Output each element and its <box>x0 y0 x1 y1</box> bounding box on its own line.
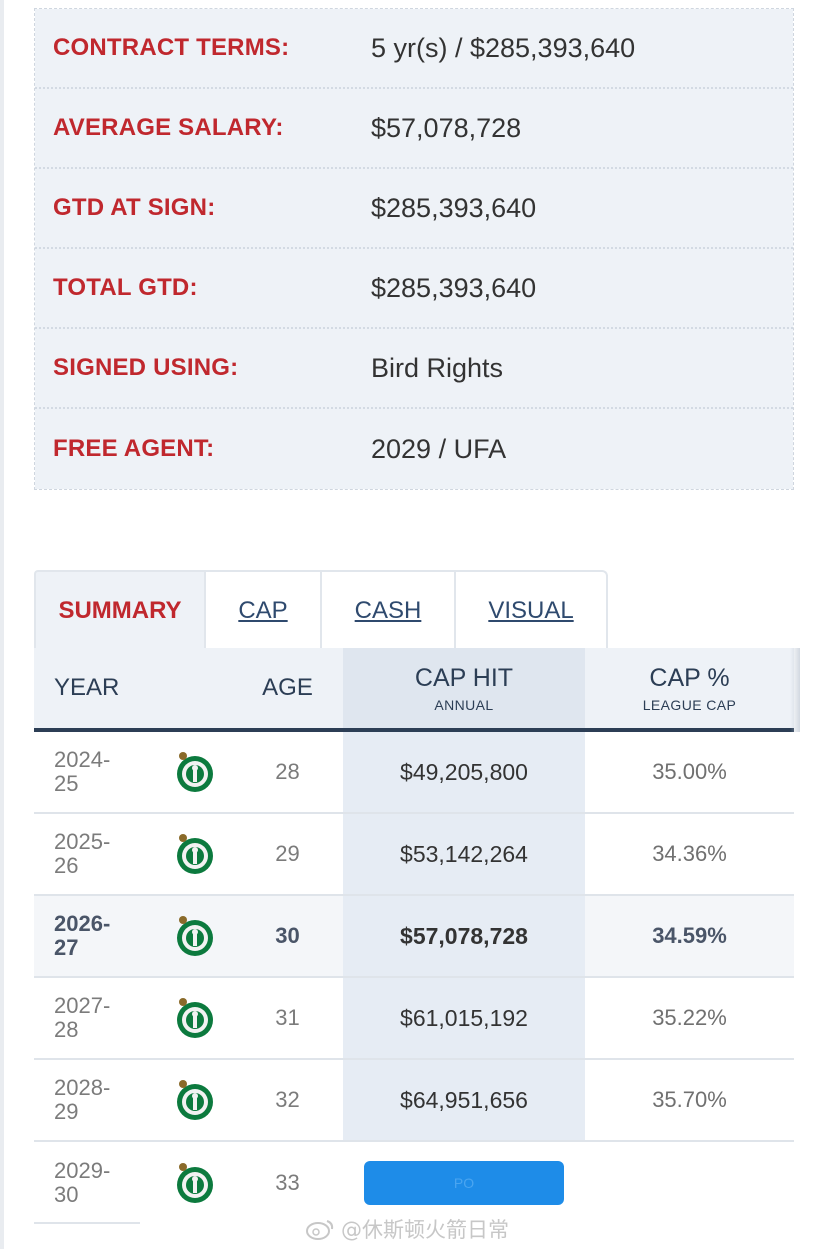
celtics-logo-icon <box>177 1080 213 1120</box>
row-cap-hit: PO <box>343 1142 585 1224</box>
row-age: 32 <box>275 1087 300 1112</box>
contract-row-free-agent: FREE AGENT: 2029 / UFA <box>35 409 793 489</box>
total-gtd-label: TOTAL GTD: <box>53 274 198 301</box>
celtics-logo-icon <box>177 1163 213 1203</box>
row-year: 2026- 27 <box>34 896 158 976</box>
free-agent-label: FREE AGENT: <box>53 435 215 462</box>
page-left-edge <box>0 0 4 1249</box>
row-team <box>158 896 232 976</box>
watermark: @休斯顿火箭日常 <box>305 1214 509 1244</box>
row-year: 2025- 26 <box>34 814 158 894</box>
row-year: 2027- 28 <box>34 978 158 1058</box>
row-year-end: 28 <box>54 1017 79 1042</box>
header-cap-pct-label: CAP % <box>649 663 730 692</box>
contract-row-total-gtd: TOTAL GTD: $285,393,640 <box>35 249 793 329</box>
table-bottom-divider <box>34 1222 140 1224</box>
row-year: 2029- 30 <box>34 1142 158 1224</box>
row-cap-hit: $57,078,728 <box>343 896 585 976</box>
scroll-shadow <box>790 648 800 732</box>
total-gtd-value: $285,393,640 <box>371 272 537 303</box>
header-cap-hit-label: CAP HIT <box>414 663 514 692</box>
salary-table-header: YEAR AGE CAP HIT ANNUAL CAP % LEAGUE CAP <box>34 648 800 732</box>
average-salary-value: $57,078,728 <box>371 112 522 143</box>
signed-using-value: Bird Rights <box>371 352 504 383</box>
average-salary-label: AVERAGE SALARY: <box>53 114 284 141</box>
row-cap-pct: 34.36% <box>652 841 727 866</box>
row-cap-pct: 35.22% <box>652 1005 727 1030</box>
row-year-start: 2024- <box>54 747 111 772</box>
tab-cap[interactable]: CAP <box>206 570 322 650</box>
table-row: 2025- 26 29 $53,142,264 34.36% <box>34 814 794 896</box>
row-cap-pct: 35.70% <box>652 1087 727 1112</box>
row-year-end: 29 <box>54 1099 79 1124</box>
free-agent-value: 2029 / UFA <box>371 433 507 464</box>
contract-row-terms: CONTRACT TERMS: 5 yr(s) / $285,393,640 <box>35 9 793 89</box>
row-year-start: 2027- <box>54 993 111 1018</box>
table-row: 2028- 29 32 $64,951,656 35.70% <box>34 1060 794 1142</box>
row-age: 31 <box>275 1005 300 1030</box>
row-year-end: 25 <box>54 771 79 796</box>
row-cap-hit: $53,142,264 <box>343 814 585 894</box>
gtd-at-sign-label: GTD AT SIGN: <box>53 194 216 221</box>
header-cap-pct-sub: LEAGUE CAP <box>642 696 737 713</box>
salary-table: YEAR AGE CAP HIT ANNUAL CAP % LEAGUE CAP… <box>34 648 800 1224</box>
header-cap-hit-sub: ANNUAL <box>434 696 494 713</box>
celtics-logo-icon <box>177 752 213 792</box>
salary-tabs: SUMMARY CAP CASH VISUAL <box>34 570 608 650</box>
row-team <box>158 1142 232 1224</box>
celtics-logo-icon <box>177 834 213 874</box>
player-option-button[interactable]: PO <box>364 1161 564 1205</box>
header-cap-hit[interactable]: CAP HIT ANNUAL <box>343 648 585 728</box>
row-cap-hit: $49,205,800 <box>343 732 585 812</box>
row-year-end: 26 <box>54 853 79 878</box>
contract-row-average-salary: AVERAGE SALARY: $57,078,728 <box>35 89 793 169</box>
header-cap-pct[interactable]: CAP % LEAGUE CAP <box>585 648 794 728</box>
contract-terms-table: CONTRACT TERMS: 5 yr(s) / $285,393,640 A… <box>34 8 794 490</box>
row-cap-pct <box>585 1142 794 1224</box>
table-row-current: 2026- 27 30 $57,078,728 34.59% <box>34 896 794 978</box>
row-age: 28 <box>275 759 300 784</box>
contract-terms-label: CONTRACT TERMS: <box>53 34 290 61</box>
gtd-at-sign-value: $285,393,640 <box>371 192 537 223</box>
table-row: 2027- 28 31 $61,015,192 35.22% <box>34 978 794 1060</box>
contract-row-signed-using: SIGNED USING: Bird Rights <box>35 329 793 409</box>
tab-visual[interactable]: VISUAL <box>456 570 608 650</box>
row-team <box>158 978 232 1058</box>
row-team <box>158 1060 232 1140</box>
row-team <box>158 814 232 894</box>
table-row: 2024- 25 28 $49,205,800 35.00% <box>34 732 794 814</box>
contract-terms-value: 5 yr(s) / $285,393,640 <box>371 32 636 63</box>
tab-summary[interactable]: SUMMARY <box>34 570 206 650</box>
row-year-start: 2026- <box>54 911 111 936</box>
watermark-text: @休斯顿火箭日常 <box>341 1218 509 1242</box>
contract-row-gtd-at-sign: GTD AT SIGN: $285,393,640 <box>35 169 793 249</box>
row-year-end: 30 <box>54 1182 79 1207</box>
signed-using-label: SIGNED USING: <box>53 354 239 381</box>
row-year: 2028- 29 <box>34 1060 158 1140</box>
row-cap-hit: $64,951,656 <box>343 1060 585 1140</box>
table-row: 2029- 30 33 PO <box>34 1142 794 1224</box>
row-year-end: 27 <box>54 935 79 960</box>
header-age[interactable]: AGE <box>262 674 313 701</box>
row-cap-pct: 34.59% <box>652 923 727 948</box>
row-cap-hit: $61,015,192 <box>343 978 585 1058</box>
header-year[interactable]: YEAR <box>54 674 120 701</box>
celtics-logo-icon <box>177 998 213 1038</box>
row-team <box>158 732 232 812</box>
header-team <box>158 648 232 728</box>
row-age: 33 <box>275 1170 300 1195</box>
weibo-icon <box>306 1220 334 1240</box>
row-year-start: 2025- <box>54 829 111 854</box>
row-age: 29 <box>275 841 300 866</box>
celtics-logo-icon <box>177 916 213 956</box>
row-year-start: 2028- <box>54 1075 111 1100</box>
row-cap-pct: 35.00% <box>652 759 727 784</box>
tab-cash[interactable]: CASH <box>322 570 456 650</box>
row-year: 2024- 25 <box>34 732 158 812</box>
row-age: 30 <box>275 923 300 948</box>
row-year-start: 2029- <box>54 1158 111 1183</box>
